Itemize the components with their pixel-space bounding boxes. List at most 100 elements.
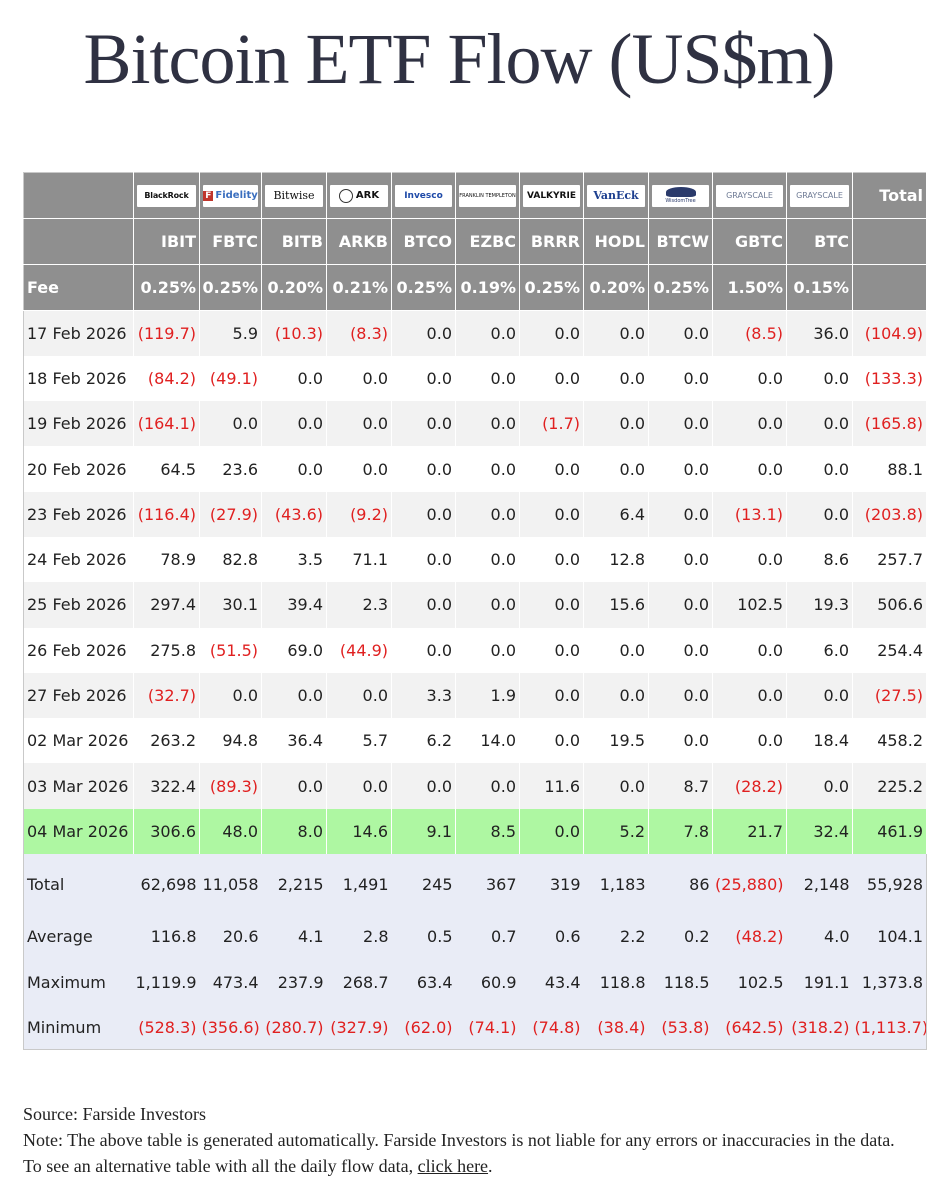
flow-value: 19.3 — [786, 582, 853, 628]
flow-value: 0.0 — [648, 582, 713, 628]
blackrock-logo: BlackRock — [137, 184, 196, 207]
flow-value: 0.0 — [455, 401, 520, 447]
flow-value: 3.5 — [261, 536, 327, 583]
flow-value: 0.0 — [326, 355, 392, 402]
flow-value: 0.0 — [648, 491, 713, 537]
summary-value: 245 — [391, 854, 456, 915]
total-column-header: Total — [852, 172, 927, 219]
summary-value: 43.4 — [519, 959, 584, 1005]
summary-value: 2.8 — [326, 914, 392, 960]
flow-row: 18 Feb 2026 (84.2) (49.1) 0.0 0.0 0.0 0.0 0.0 0.… — [23, 355, 927, 402]
fee-value: 0.21% — [326, 264, 392, 311]
summary-value: (48.2) — [712, 914, 787, 960]
summary-value: 116.8 — [133, 914, 200, 960]
summary-value: 0.6 — [519, 914, 584, 960]
flow-value: 0.0 — [199, 401, 262, 447]
flow-value: 0.0 — [712, 536, 787, 583]
flow-value: 0.0 — [391, 627, 456, 673]
row-total: (165.8) — [852, 401, 927, 447]
flow-value: 0.0 — [786, 491, 853, 537]
page-title: Bitcoin ETF Flow (US$m) — [83, 19, 835, 99]
summary-value: (1,113.7) — [852, 1004, 927, 1050]
flow-value: 69.0 — [261, 627, 327, 673]
summary-value: 0.7 — [455, 914, 520, 960]
ticker-header: ARKB — [326, 218, 392, 265]
flow-value: 0.0 — [199, 672, 262, 719]
valkyrie-logo: VALKYRIE — [523, 184, 580, 207]
flow-value: 0.0 — [391, 491, 456, 537]
summary-value: 319 — [519, 854, 584, 915]
flow-value: 0.0 — [648, 446, 713, 492]
blank-corner — [23, 172, 134, 219]
flow-value: 0.0 — [583, 355, 649, 402]
flow-value: 0.0 — [261, 763, 327, 809]
flow-value: (119.7) — [133, 310, 200, 356]
flow-value: 0.0 — [648, 355, 713, 402]
summary-value: (327.9) — [326, 1004, 392, 1050]
summary-value: 86 — [648, 854, 713, 915]
ticker-header: GBTC — [712, 218, 787, 265]
summary-value: (318.2) — [786, 1004, 853, 1050]
flow-value: 0.0 — [648, 718, 713, 764]
flow-value: (28.2) — [712, 763, 787, 809]
flow-value: 0.0 — [583, 672, 649, 719]
summary-value: 0.2 — [648, 914, 713, 960]
row-total: 225.2 — [852, 763, 927, 809]
ticker-header: BITB — [261, 218, 327, 265]
summary-value: 1,183 — [583, 854, 649, 915]
flow-value: 71.1 — [326, 536, 392, 583]
summary-value: 104.1 — [852, 914, 927, 960]
flow-value: 0.0 — [648, 672, 713, 719]
flow-value: 0.0 — [519, 582, 584, 628]
flow-row: 26 Feb 2026 275.8 (51.5) 69.0 (44.9) 0.0 0.0 0.… — [23, 627, 927, 673]
summary-value: 2,215 — [261, 854, 327, 915]
flow-value: (1.7) — [519, 401, 584, 447]
summary-label: Total — [23, 854, 134, 915]
flow-value: 1.9 — [455, 672, 520, 719]
row-date: 23 Feb 2026 — [23, 491, 134, 537]
note-text: Note: The above table is generated autom… — [23, 1130, 895, 1176]
summary-value: (74.1) — [455, 1004, 520, 1050]
flow-value: 0.0 — [519, 672, 584, 719]
flow-value: (44.9) — [326, 627, 392, 673]
fee-value: 1.50% — [712, 264, 787, 311]
flow-value: 0.0 — [786, 763, 853, 809]
flow-value: 0.0 — [583, 627, 649, 673]
summary-value: 191.1 — [786, 959, 853, 1005]
flow-row: 25 Feb 2026 297.4 30.1 39.4 2.3 0.0 0.0 0.0 15.6… — [23, 582, 927, 628]
bitwise-logo: Bitwise — [265, 184, 323, 207]
flow-value: 0.0 — [391, 355, 456, 402]
flow-value: 0.0 — [712, 401, 787, 447]
summary-value: 0.5 — [391, 914, 456, 960]
issuer-logo-row: BlackRock F Fidelity Bitwise ARK Invesco … — [23, 172, 927, 219]
fidelity-logo: F Fidelity — [203, 184, 258, 207]
flow-value: 0.0 — [519, 627, 584, 673]
fee-row: Fee 0.25% 0.25% 0.20% 0.21% 0.25% 0.19% 0.25% 0… — [23, 264, 927, 311]
flow-value: 48.0 — [199, 808, 262, 855]
flow-row: 27 Feb 2026 (32.7) 0.0 0.0 0.0 3.3 1.9 0.0 0.0 0.… — [23, 672, 927, 719]
click-here-link[interactable]: click here — [417, 1156, 489, 1176]
row-total: 257.7 — [852, 536, 927, 583]
summary-value: (38.4) — [583, 1004, 649, 1050]
flow-value: 0.0 — [455, 763, 520, 809]
ticker-header: BRRR — [519, 218, 584, 265]
fee-label: Fee — [23, 264, 134, 311]
summary-row: Minimum (528.3) (356.6) (280.7) (327.9) (62.0… — [23, 1004, 927, 1050]
flow-value: 0.0 — [786, 672, 853, 719]
summary-label: Minimum — [23, 1004, 134, 1050]
flow-value: 0.0 — [519, 355, 584, 402]
ticker-header: BTCO — [391, 218, 456, 265]
summary-value: (642.5) — [712, 1004, 787, 1050]
flow-value: 6.2 — [391, 718, 456, 764]
flow-value: 306.6 — [133, 808, 200, 855]
flow-value: (9.2) — [326, 491, 392, 537]
summary-value: 2,148 — [786, 854, 853, 915]
flow-value: 9.1 — [391, 808, 456, 855]
summary-value: 367 — [455, 854, 520, 915]
footer: Source: Farside Investors Note: The abov… — [23, 1101, 903, 1179]
flow-value: 30.1 — [199, 582, 262, 628]
flow-value: 19.5 — [583, 718, 649, 764]
fee-value: 0.20% — [583, 264, 649, 311]
row-total: (27.5) — [852, 672, 927, 719]
row-total: 506.6 — [852, 582, 927, 628]
